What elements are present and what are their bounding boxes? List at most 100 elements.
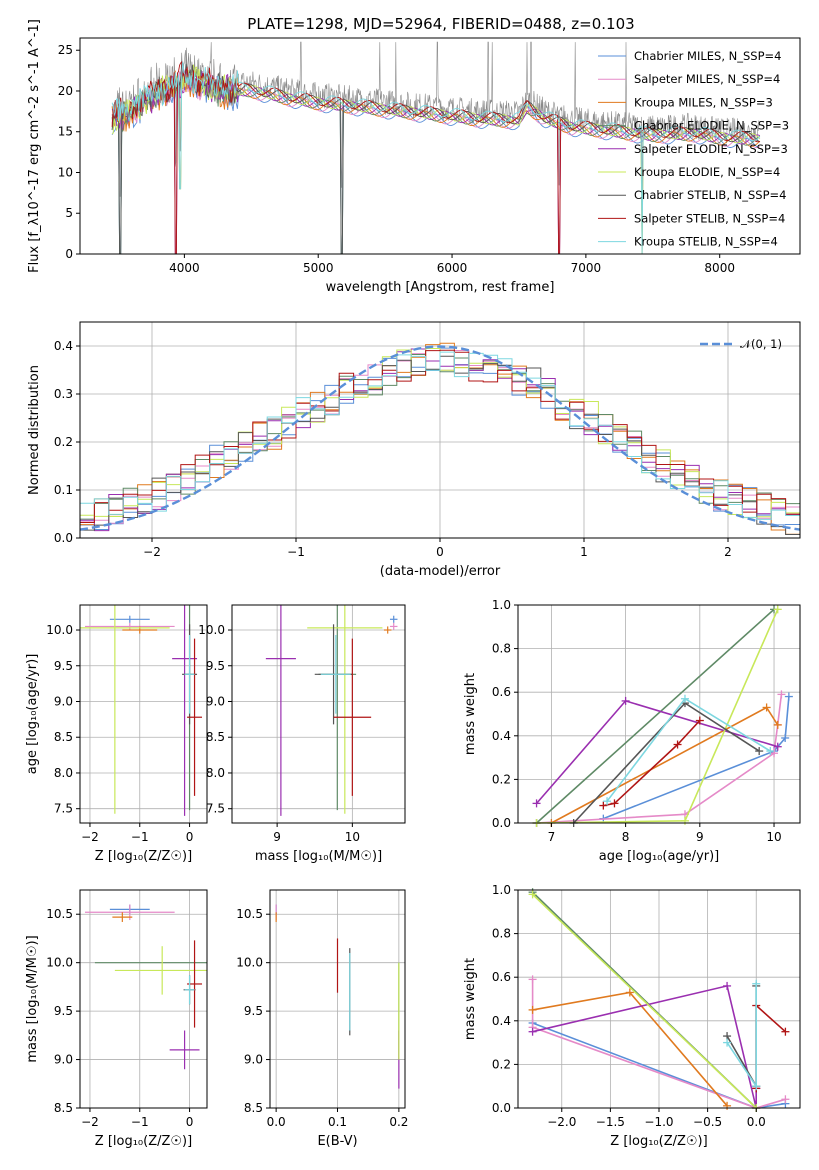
mass-vs-z-ytick-label-4: 10.5 [46, 907, 73, 921]
weight-vs-age-series-salpeter-stelib-point-3 [695, 716, 704, 725]
age-vs-mass-ytick-label-4: 9.5 [206, 659, 225, 673]
mass-vs-ebv-xtick-label-0: 0.0 [267, 1115, 286, 1129]
age-vs-mass-ytick-label-3: 9.0 [206, 694, 225, 708]
weight-vs-z-ytick-label-2: 0.4 [492, 1014, 511, 1028]
weight-vs-z-xlabel: Z [log₁₀(Z/Z☉)] [610, 1134, 707, 1149]
residuals-ylabel: Normed distribution [27, 365, 42, 495]
mass-vs-z-errorbar-kroupa-miles [112, 912, 133, 922]
weight-vs-age-xtick-label-0: 7 [548, 830, 556, 844]
weight-vs-z-series-salpeter-elodie-point-0 [528, 1027, 537, 1036]
spectrum-xtick-label-1: 5000 [303, 261, 334, 275]
age-vs-z-errorbar-kroupa-elodie [80, 605, 170, 814]
mass-vs-z-xtick-label-1: −1 [131, 1115, 149, 1129]
age-vs-z-errorbar-chabrier-miles [109, 615, 150, 623]
weight-vs-z-series-salpeter-miles-point-0 [528, 975, 537, 984]
weight-vs-age-series-chabrier-stelib-point-2 [755, 747, 764, 756]
age-vs-mass-errorbar-salpeter-elodie [265, 605, 296, 816]
age-vs-z-frame [79, 604, 208, 824]
weight-vs-z-series-kroupa-stelib-point-1 [752, 1082, 761, 1091]
weight-vs-z-series-salpeter-elodie-point-1 [723, 981, 732, 990]
mass-vs-ebv-ytick-label-2: 9.5 [244, 1004, 263, 1018]
legend-entry-kroupa-stelib: Kroupa STELIB, N_SSP=4 [634, 235, 778, 249]
weight-vs-age-ytick-label-1: 0.2 [492, 772, 511, 786]
panel-age-vs-mass: 9 10 7.5 8.0 8.5 9.0 9.5 10.0 mass [log₁₀(M/M☉)] [198, 604, 406, 864]
weight-vs-age-ylabel: mass weight [463, 673, 478, 755]
mass-vs-ebv-xtick-label-2: 0.2 [389, 1115, 408, 1129]
panel-weight-vs-age: 7 8 9 10 0.0 0.2 0.4 0.6 0.8 1.0 age [log₁₀(age/yr… [463, 598, 801, 864]
age-vs-mass-ytick-label-2: 8.5 [206, 730, 225, 744]
weight-vs-age-xtick-label-2: 9 [696, 830, 704, 844]
weight-vs-age-series-kroupa-stelib-point-1 [680, 694, 689, 703]
mass-vs-z-errorbar-kroupa-stelib [184, 975, 195, 1005]
weight-vs-z-series-salpeter-stelib-line [755, 1003, 786, 1089]
age-vs-mass-xtick-label-1: 10 [345, 830, 360, 844]
weight-vs-z-plot-area [528, 888, 790, 1112]
mass-vs-ebv-ytick-label-4: 10.5 [236, 907, 263, 921]
panel-spectrum: 4000 5000 6000 7000 8000 0 5 10 15 20 25 wavelength… [27, 19, 801, 295]
residuals-xtick-label-2: 0 [436, 545, 444, 559]
legend-entry-salpeter-elodie: Salpeter ELODIE, N_SSP=3 [634, 142, 788, 156]
legend-entry-chabrier-elodie: Chabrier ELODIE, N_SSP=3 [634, 119, 789, 133]
weight-vs-z-series-salpeter-miles-point-3 [781, 1095, 790, 1104]
weight-vs-age-series-kroupa-stelib-point-2 [766, 747, 775, 756]
age-vs-z-errorbar-salpeter-stelib [187, 638, 203, 796]
age-vs-z-ylabel: age [log₁₀(age/yr)] [25, 654, 40, 775]
weight-vs-z-ylabel: mass weight [463, 958, 478, 1040]
residuals-xtick-label-1: −1 [287, 545, 305, 559]
age-vs-z-ytick-label-5: 10.0 [46, 623, 73, 637]
panel-residuals: −2 −1 0 1 2 0.0 0.1 0.2 0.3 0.4 (data-model)/error… [27, 321, 801, 579]
spectrum-ytick-label-4: 20 [58, 84, 73, 98]
weight-vs-age-plot-area [532, 605, 793, 827]
weight-vs-age-series-kroupa-stelib-point-0 [603, 797, 612, 806]
weight-vs-age-series-kroupa-elodie-point-1 [680, 816, 689, 825]
spectrum-plot-area [111, 41, 761, 254]
mass-vs-z-ytick-label-1: 9.0 [54, 1053, 73, 1067]
weight-vs-z-series-kroupa-miles-point-1 [625, 988, 634, 997]
panel-mass-vs-z: −2 −1 0 8.5 9.0 9.5 10.0 10.5 Z [log₁₀(Z/Z☉)] mas… [25, 889, 208, 1149]
model-spectrum-chabrier-miles [111, 71, 761, 254]
weight-vs-age-ytick-label-3: 0.6 [492, 685, 511, 699]
residuals-xtick-label-0: −2 [143, 545, 161, 559]
weight-vs-age-frame [517, 604, 801, 824]
spectrum-frame [79, 37, 801, 255]
spectrum-ytick-label-1: 5 [65, 206, 73, 220]
legend-entry-normal: 𝒩(0, 1) [740, 337, 782, 351]
legend-entry-chabrier-miles: Chabrier MILES, N_SSP=4 [634, 49, 781, 63]
weight-vs-age-series-kroupa-miles-point-1 [762, 703, 771, 712]
weight-vs-age-series-chabrier-miles-line [603, 696, 790, 820]
weight-vs-z-series-kroupa-stelib-point-0 [723, 1038, 732, 1047]
figure-title: PLATE=1298, MJD=52964, FIBERID=0488, z=0… [247, 15, 634, 33]
mass-vs-z-ytick-label-3: 10.0 [46, 956, 73, 970]
weight-vs-age-series-salpeter-elodie-line [535, 699, 778, 804]
weight-vs-age-series-chabrier-elodie-line [536, 608, 775, 824]
weight-vs-age-series-salpeter-elodie-point-1 [621, 696, 630, 705]
age-vs-mass-frame [231, 604, 406, 824]
spectrum-ylabel: Flux [f_λ10^-17 erg cm^-2 s^-1 A^-1] [27, 19, 42, 273]
residuals-ytick-label-1: 0.1 [54, 483, 73, 497]
model-spectrum-chabrier-elodie [111, 70, 761, 254]
residuals-xtick-label-4: 2 [724, 545, 732, 559]
residuals-ytick-label-0: 0.0 [54, 531, 73, 545]
weight-vs-age-series-salpeter-miles-point-4 [777, 690, 786, 699]
spectrum-ytick-label-3: 15 [58, 125, 73, 139]
weight-vs-z-series-kroupa-elodie-line [532, 893, 757, 1109]
mass-vs-ebv-plot-area [275, 904, 400, 1089]
spectrum-xtick-label-4: 8000 [704, 261, 735, 275]
weight-vs-age-xtick-label-1: 8 [622, 830, 630, 844]
weight-vs-age-series-salpeter-elodie-point-2 [773, 742, 782, 751]
age-vs-mass-xlabel: mass [log₁₀(M/M☉)] [255, 849, 382, 864]
weight-vs-age-series-salpeter-stelib-point-0 [599, 801, 608, 810]
age-vs-z-xtick-label-2: 0 [186, 830, 194, 844]
weight-vs-age-xtick-label-3: 10 [766, 830, 781, 844]
weight-vs-z-ytick-label-1: 0.2 [492, 1057, 511, 1071]
weight-vs-z-ytick-label-5: 1.0 [492, 883, 511, 897]
mass-vs-z-xlabel: Z [log₁₀(Z/Z☉)] [95, 1134, 192, 1149]
age-vs-z-xtick-label-0: −2 [81, 830, 99, 844]
weight-vs-z-xtick-label-0: −2.0 [547, 1115, 576, 1129]
mass-vs-z-ytick-label-2: 9.5 [54, 1004, 73, 1018]
age-vs-mass-errorbar-kroupa-stelib [320, 635, 351, 714]
age-vs-z-errorbar-salpeter-miles [84, 622, 175, 631]
mass-vs-ebv-ytick-label-3: 10.0 [236, 956, 263, 970]
residuals-ytick-label-4: 0.4 [54, 339, 73, 353]
mass-vs-ebv-xlabel: E(B-V) [317, 1134, 357, 1149]
